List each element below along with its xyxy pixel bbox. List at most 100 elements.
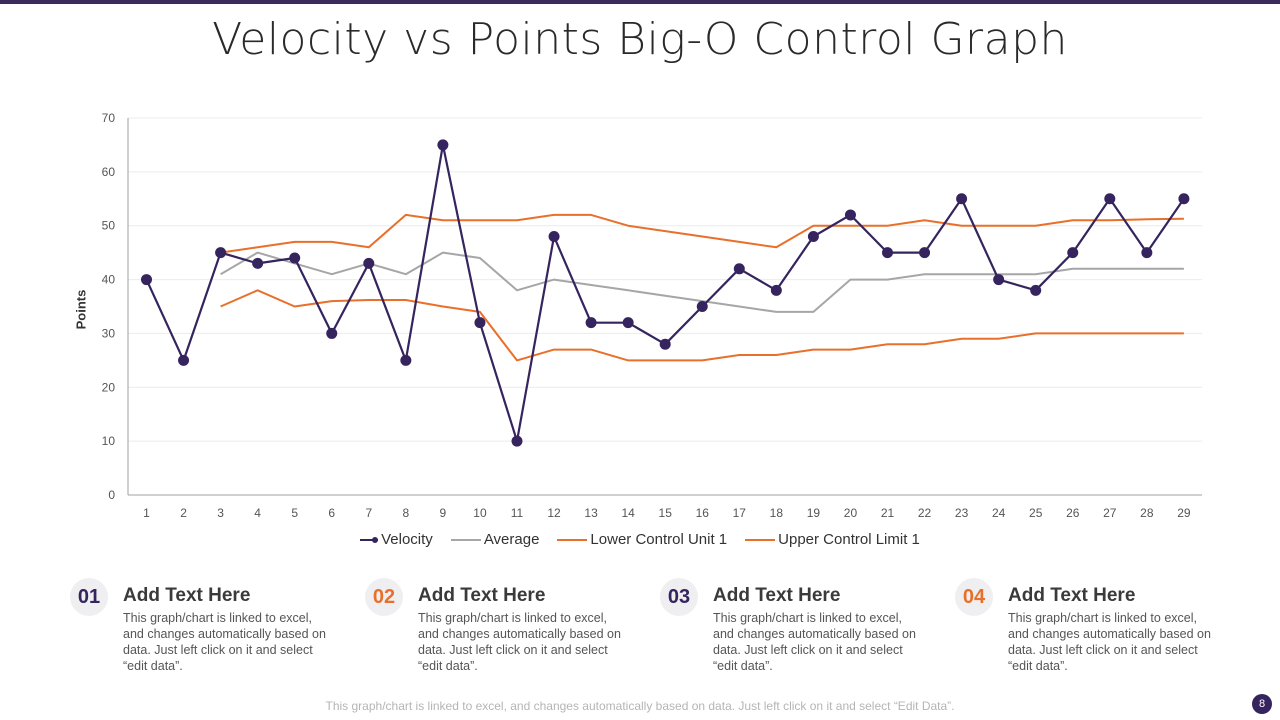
data-point-velocity xyxy=(474,317,486,329)
data-point-velocity xyxy=(1067,247,1079,259)
x-tick-label: 7 xyxy=(365,506,372,520)
x-tick-label: 13 xyxy=(584,506,598,520)
data-point-velocity xyxy=(882,247,893,259)
footer-note: This graph/chart is linked to excel, and… xyxy=(325,699,955,713)
data-point-velocity xyxy=(844,209,856,221)
card-body: This graph/chart is linked to excel, and… xyxy=(713,611,916,673)
x-tick-label: 28 xyxy=(1140,506,1154,520)
data-point-velocity xyxy=(733,263,745,275)
card-title: Add Text Here xyxy=(418,585,546,606)
legend-label: Velocity xyxy=(381,531,433,548)
data-point-velocity xyxy=(437,139,449,151)
card-body: This graph/chart is linked to excel, and… xyxy=(1008,611,1211,673)
data-point-velocity xyxy=(807,230,819,242)
top-accent-bar xyxy=(0,0,1280,4)
card-number-badge: 04 xyxy=(955,578,993,616)
x-tick-label: 21 xyxy=(881,506,895,520)
data-point-velocity xyxy=(956,193,968,205)
x-tick-label: 22 xyxy=(918,506,932,520)
legend-item-velocity: Velocity xyxy=(360,531,433,548)
data-point-velocity xyxy=(659,338,671,350)
series-line-lower-control-unit-1 xyxy=(220,289,1184,362)
data-point-velocity xyxy=(622,317,634,329)
y-tick-label: 40 xyxy=(102,273,116,287)
page-title: Velocity vs Points Big-O Control Graph xyxy=(212,14,1068,65)
data-point-velocity xyxy=(511,435,523,447)
y-tick-label: 10 xyxy=(102,434,116,448)
x-tick-label: 24 xyxy=(992,506,1006,520)
legend-marker-icon xyxy=(372,536,379,543)
legend-item-average: Average xyxy=(450,531,540,548)
x-tick-label: 15 xyxy=(659,506,673,520)
x-tick-label: 3 xyxy=(217,506,224,520)
card-title: Add Text Here xyxy=(713,585,841,606)
legend-swatch-icon xyxy=(557,538,588,541)
data-point-velocity xyxy=(770,284,782,296)
data-point-velocity xyxy=(289,252,301,264)
card-title: Add Text Here xyxy=(123,585,251,606)
y-tick-label: 60 xyxy=(102,165,116,179)
data-point-velocity xyxy=(585,317,597,329)
x-tick-label: 11 xyxy=(511,506,524,520)
chart-legend: Velocity Average Lower Control Unit 1 Upper… xyxy=(0,531,1280,548)
legend-label: Average xyxy=(483,531,540,548)
x-tick-label: 26 xyxy=(1066,506,1080,520)
x-tick-label: 17 xyxy=(733,506,747,520)
x-tick-label: 18 xyxy=(770,506,784,520)
data-point-velocity xyxy=(215,247,227,259)
data-point-velocity xyxy=(993,274,1005,286)
data-point-velocity xyxy=(252,257,264,269)
data-point-velocity xyxy=(326,327,338,339)
data-point-velocity xyxy=(141,274,152,286)
legend-label: Lower Control Unit 1 xyxy=(590,531,728,548)
y-tick-label: 70 xyxy=(102,111,116,125)
x-tick-label: 19 xyxy=(807,506,821,520)
x-tick-label: 14 xyxy=(621,506,635,520)
data-point-velocity xyxy=(696,301,708,312)
legend-swatch-icon xyxy=(450,538,481,541)
data-point-velocity xyxy=(1141,247,1153,259)
y-tick-label: 0 xyxy=(108,488,115,502)
data-point-velocity xyxy=(400,354,412,366)
x-tick-label: 2 xyxy=(180,506,187,520)
card-body: This graph/chart is linked to excel, and… xyxy=(418,611,621,673)
y-tick-label: 50 xyxy=(102,219,116,233)
x-tick-label: 25 xyxy=(1029,506,1043,520)
data-point-velocity xyxy=(178,354,190,366)
legend-swatch-icon xyxy=(360,536,379,543)
legend-item-upper-control-limit-1: Upper Control Limit 1 xyxy=(745,531,920,548)
legend-item-lower-control-unit-1: Lower Control Unit 1 xyxy=(557,531,727,548)
x-tick-label: 27 xyxy=(1103,506,1117,520)
x-tick-label: 8 xyxy=(403,506,410,520)
page-number-badge: 8 xyxy=(1252,694,1272,714)
data-point-velocity xyxy=(548,230,560,242)
card-number-badge: 01 xyxy=(70,578,108,616)
data-point-velocity xyxy=(1030,284,1042,296)
data-point-velocity xyxy=(1104,193,1116,205)
x-tick-label: 5 xyxy=(291,506,298,520)
card-number-badge: 03 xyxy=(660,578,698,616)
data-point-velocity xyxy=(1178,193,1190,205)
y-tick-label: 30 xyxy=(102,326,116,340)
data-point-velocity xyxy=(919,247,931,259)
x-tick-label: 1 xyxy=(143,506,150,520)
x-tick-label: 4 xyxy=(254,506,261,520)
x-tick-label: 12 xyxy=(547,506,561,520)
card-number-badge: 02 xyxy=(365,578,403,616)
series-line-upper-control-limit-1 xyxy=(220,213,1184,254)
x-tick-label: 16 xyxy=(696,506,710,520)
x-tick-label: 23 xyxy=(955,506,969,520)
x-tick-label: 10 xyxy=(473,506,487,520)
card-body: This graph/chart is linked to excel, and… xyxy=(123,611,326,673)
legend-label: Upper Control Limit 1 xyxy=(778,531,920,548)
series-line-velocity xyxy=(145,143,1185,443)
data-point-velocity xyxy=(363,257,375,269)
legend-swatch-icon xyxy=(745,538,776,541)
x-tick-label: 9 xyxy=(440,506,447,520)
x-tick-label: 29 xyxy=(1177,506,1191,520)
x-tick-label: 6 xyxy=(328,506,335,520)
card-title: Add Text Here xyxy=(1008,585,1136,606)
y-tick-label: 20 xyxy=(102,380,116,394)
x-tick-label: 20 xyxy=(844,506,858,520)
